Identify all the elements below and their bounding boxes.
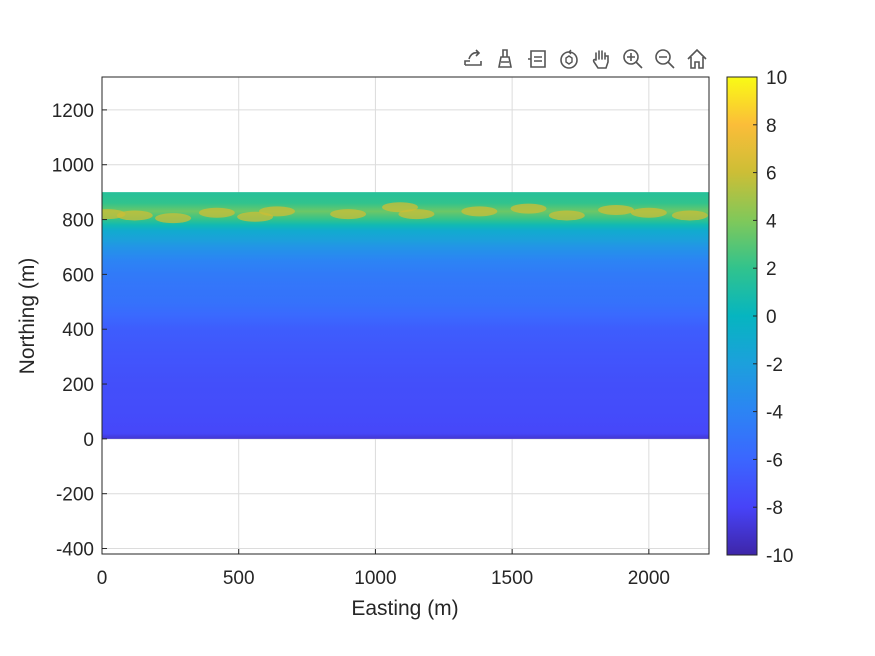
colorbar-tick-label: -10: [766, 546, 793, 567]
dune-crest: [155, 213, 192, 224]
dune-crest: [258, 206, 295, 217]
brush-button[interactable]: [490, 44, 520, 74]
y-tick-label: 400: [62, 320, 94, 341]
colorbar-ticks: -10 -8 -6 -4 -2 0 2 4 6 8 10: [753, 68, 793, 567]
x-tick-label: 0: [97, 568, 108, 589]
colorbar-tick-label: 6: [766, 164, 777, 185]
dune-crest: [548, 210, 585, 221]
rotate-3d-icon: [560, 49, 578, 69]
dune-crest: [671, 210, 708, 221]
brush-icon: [498, 49, 512, 68]
y-tick-label: 600: [62, 265, 94, 286]
y-axis-label: Northing (m): [16, 258, 39, 375]
dune-crest: [398, 209, 435, 220]
zoom-in-button[interactable]: [618, 44, 648, 74]
pan-hand-icon: [592, 50, 609, 69]
x-tick-label: 2000: [628, 568, 670, 589]
x-axis-ticks: 0 500 1000 1500 2000: [97, 549, 670, 589]
elevation-surface: [102, 192, 709, 439]
y-tick-label: 800: [62, 211, 94, 232]
colorbar-tick-label: -8: [766, 498, 783, 519]
home-icon: [687, 48, 707, 69]
colorbar-tick-label: 0: [766, 307, 777, 328]
dune-crest: [330, 209, 367, 220]
colorbar-tick-label: -2: [766, 355, 783, 376]
colorbar-tick-label: 10: [766, 68, 787, 89]
colorbar-gradient: [726, 76, 758, 556]
x-tick-label: 1000: [354, 568, 396, 589]
export-button[interactable]: [458, 44, 488, 74]
colorbar-tick-label: -4: [766, 403, 783, 424]
colorbar-tick-label: 2: [766, 259, 777, 280]
y-tick-label: 1200: [52, 101, 94, 122]
zoom-out-icon: [655, 49, 675, 69]
colorbar-tick-label: 8: [766, 116, 777, 137]
colorbar-tick-label: -6: [766, 450, 783, 471]
y-tick-label: 0: [83, 430, 94, 451]
axes-toolbar: [458, 44, 712, 76]
zoom-out-button[interactable]: [650, 44, 680, 74]
home-button[interactable]: [682, 44, 712, 74]
dune-crest: [461, 206, 498, 217]
dune-features: [102, 202, 708, 224]
pan-button[interactable]: [586, 44, 616, 74]
y-tick-label: 1000: [52, 156, 94, 177]
dune-crest: [510, 203, 547, 214]
y-tick-label: -200: [56, 485, 94, 506]
rotate-3d-button[interactable]: [554, 44, 584, 74]
colorbar-tick-label: 4: [766, 211, 777, 232]
dune-crest: [198, 207, 235, 218]
export-icon: [464, 49, 482, 66]
x-tick-label: 500: [223, 568, 255, 589]
data-tips-button[interactable]: [522, 44, 552, 74]
zoom-in-icon: [623, 49, 643, 69]
dune-crest: [630, 207, 667, 218]
heatmap-field: [102, 192, 709, 439]
dune-crest: [116, 210, 153, 221]
x-tick-label: 1500: [491, 568, 533, 589]
y-tick-label: 200: [62, 375, 94, 396]
data-tips-icon: [528, 50, 546, 68]
y-axis-ticks: -400 -200 0 200 400 600 800 1000 1200: [52, 101, 107, 561]
colorbar[interactable]: -10 -8 -6 -4 -2 0 2 4 6 8 10: [726, 68, 793, 567]
dune-crest: [598, 204, 635, 215]
x-axis-label: Easting (m): [351, 597, 458, 620]
y-tick-label: -400: [56, 540, 94, 561]
axes-box: [101, 76, 710, 555]
